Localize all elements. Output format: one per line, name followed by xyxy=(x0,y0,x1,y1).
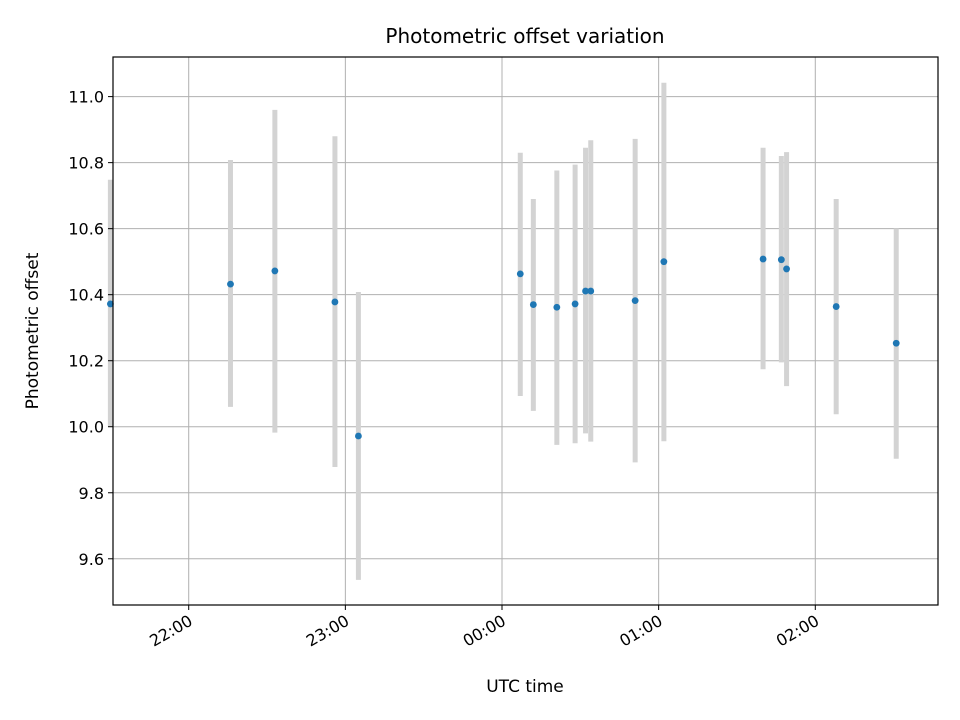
data-point xyxy=(553,303,561,311)
data-point xyxy=(777,256,785,264)
data-point xyxy=(571,300,579,308)
data-point xyxy=(832,303,840,310)
y-tick-label: 11.0 xyxy=(68,88,104,107)
data-point xyxy=(355,432,362,440)
data-point xyxy=(759,255,767,263)
data-point xyxy=(106,300,114,308)
y-tick-label: 10.6 xyxy=(68,220,104,239)
y-tick-label: 10.0 xyxy=(68,418,104,437)
data-point xyxy=(227,280,234,288)
data-point xyxy=(582,287,589,295)
data-point xyxy=(587,287,595,295)
data-point xyxy=(516,270,524,278)
data-point xyxy=(529,301,537,308)
x-axis-label: UTC time xyxy=(486,677,564,697)
grid xyxy=(113,57,938,605)
data-point xyxy=(631,297,639,305)
plot-frame xyxy=(112,56,939,606)
y-tick-label: 10.8 xyxy=(68,154,104,173)
chart-title: Photometric offset variation xyxy=(385,24,664,48)
data-point xyxy=(783,265,790,273)
y-tick-label: 9.8 xyxy=(79,484,104,503)
data-points xyxy=(106,255,900,440)
y-axis: 9.6 9.8 10.0 10.2 10.4 10.6 10.8 11.0 xyxy=(68,88,113,569)
data-point xyxy=(892,339,900,347)
data-point xyxy=(331,298,339,306)
data-point xyxy=(271,267,279,275)
y-tick-label: 10.4 xyxy=(68,286,104,305)
y-tick-label: 9.6 xyxy=(79,550,104,569)
data-point xyxy=(660,258,668,266)
y-tick-label: 10.2 xyxy=(68,352,104,371)
y-axis-label: Photometric offset xyxy=(23,252,43,409)
